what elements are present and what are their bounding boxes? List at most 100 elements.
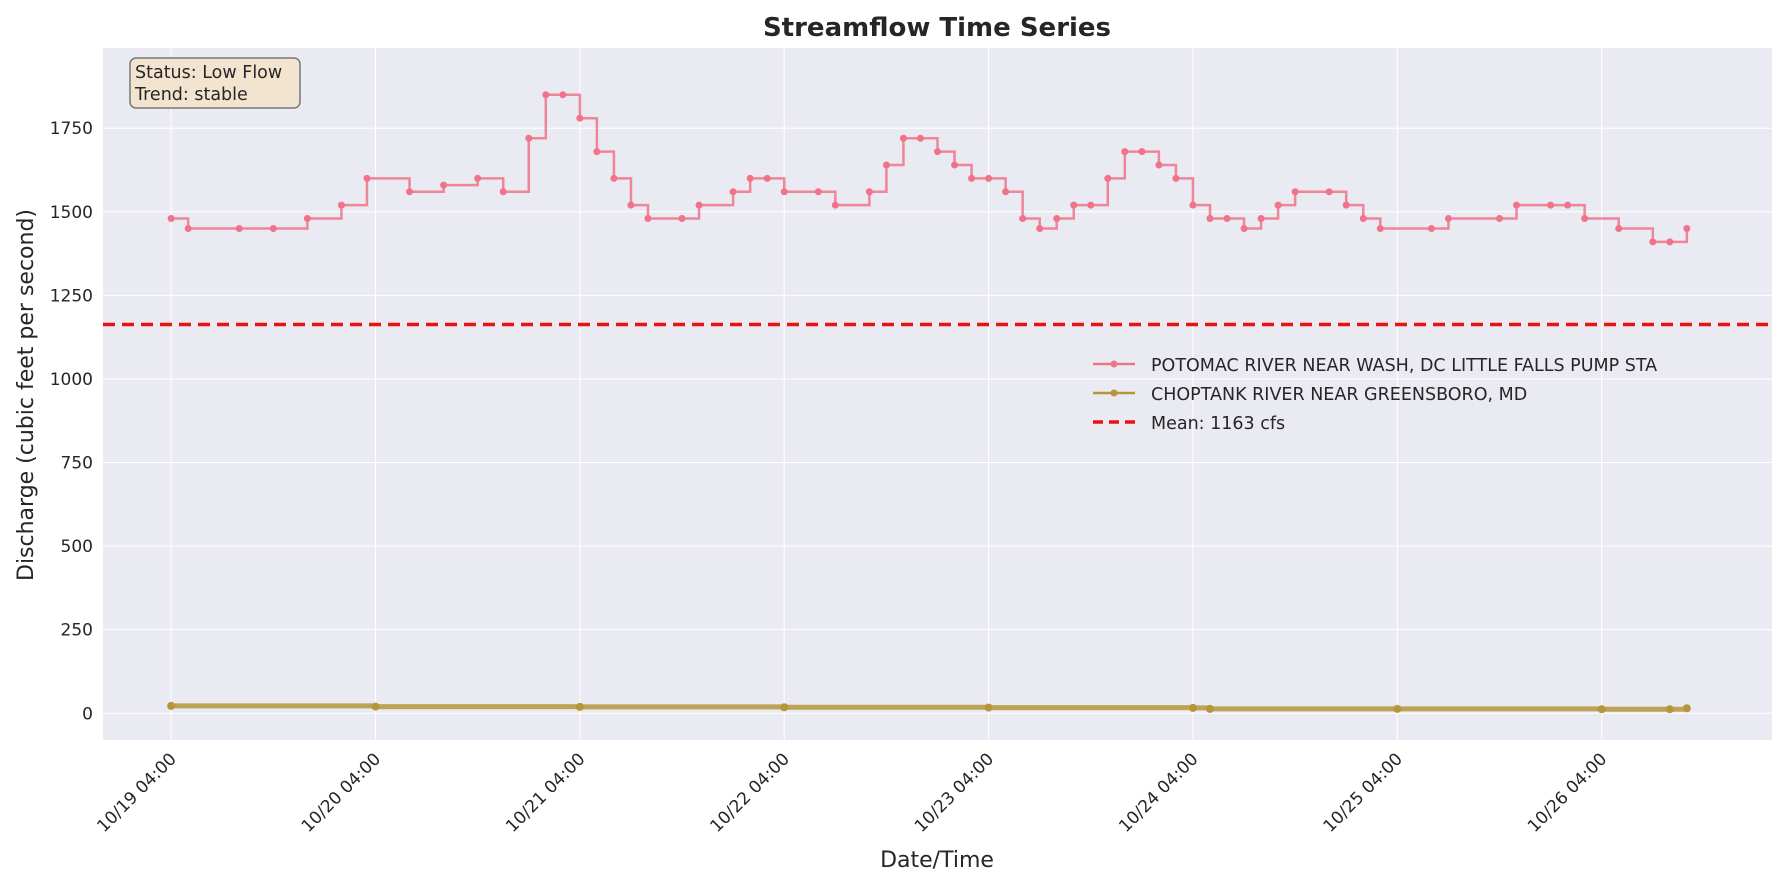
data-point-potomac (1121, 148, 1129, 156)
x-tick-label: 10/23 04:00 (911, 749, 998, 836)
legend-label-potomac: POTOMAC RIVER NEAR WASH, DC LITTLE FALLS… (1151, 356, 1657, 376)
data-point-potomac (951, 161, 959, 169)
data-point-potomac (780, 188, 788, 196)
data-point-choptank (1682, 704, 1691, 713)
data-point-potomac (985, 174, 993, 182)
data-point-potomac (167, 214, 175, 222)
data-point-potomac (1070, 201, 1078, 209)
data-point-choptank (371, 702, 380, 711)
y-tick-label: 1000 (50, 370, 93, 390)
data-point-potomac (406, 188, 414, 196)
legend-label-mean: Mean: 1163 cfs (1151, 414, 1285, 434)
x-tick-label: 10/25 04:00 (1320, 749, 1407, 836)
data-point-potomac (746, 174, 754, 182)
plot-area (103, 48, 1772, 740)
x-tick-label: 10/26 04:00 (1524, 749, 1611, 836)
data-point-potomac (1666, 238, 1674, 246)
trend-text: Trend: stable (134, 85, 248, 105)
data-point-potomac (695, 201, 703, 209)
y-tick-label: 250 (61, 621, 93, 641)
data-point-potomac (303, 214, 311, 222)
data-point-potomac (1547, 201, 1555, 209)
data-point-potomac (1036, 225, 1044, 233)
legend-label-choptank: CHOPTANK RIVER NEAR GREENSBORO, MD (1151, 385, 1527, 405)
legend-marker-potomac (1110, 360, 1118, 368)
y-axis-title: Discharge (cubic feet per second) (14, 209, 39, 581)
data-point-potomac (542, 91, 550, 99)
data-point-potomac (1427, 225, 1435, 233)
data-point-choptank (1393, 704, 1402, 713)
data-point-potomac (610, 174, 618, 182)
y-tick-label: 750 (61, 454, 93, 474)
data-point-potomac (627, 201, 635, 209)
data-point-choptank (167, 701, 176, 710)
data-point-potomac (525, 134, 533, 142)
data-point-potomac (499, 188, 507, 196)
data-point-potomac (763, 174, 771, 182)
data-point-potomac (1206, 214, 1214, 222)
series-line-potomac (171, 93, 1689, 244)
x-tick-label: 10/22 04:00 (707, 749, 794, 836)
data-point-potomac (337, 201, 345, 209)
data-point-choptank (575, 702, 584, 711)
data-point-potomac (1155, 161, 1163, 169)
data-point-potomac (1053, 214, 1061, 222)
data-point-potomac (269, 225, 277, 233)
data-point-potomac (1104, 174, 1112, 182)
status-annotation: Status: Low Flow Trend: stable (129, 57, 301, 109)
data-point-potomac (644, 214, 652, 222)
data-point-choptank (1188, 703, 1197, 712)
data-point-choptank (984, 703, 993, 712)
data-point-potomac (1019, 214, 1027, 222)
data-point-potomac (1325, 188, 1333, 196)
data-point-potomac (1376, 225, 1384, 233)
data-point-potomac (1564, 201, 1572, 209)
data-point-potomac (1683, 225, 1691, 233)
data-point-potomac (916, 134, 924, 142)
data-point-potomac (184, 225, 192, 233)
data-point-potomac (235, 225, 243, 233)
data-point-potomac (593, 148, 601, 156)
data-point-potomac (1257, 214, 1265, 222)
data-point-potomac (576, 114, 584, 122)
data-point-potomac (934, 148, 941, 156)
data-point-potomac (1342, 201, 1350, 209)
data-point-choptank (1665, 705, 1674, 714)
x-tick-label: 10/24 04:00 (1115, 749, 1202, 836)
data-point-potomac (1087, 201, 1095, 209)
data-point-potomac (899, 134, 907, 142)
y-tick-label: 1500 (50, 203, 93, 223)
chart-title: Streamflow Time Series (763, 13, 1111, 43)
data-point-potomac (865, 188, 873, 196)
y-tick-label: 1750 (50, 119, 93, 139)
data-point-choptank (1597, 705, 1606, 714)
x-tick-label: 10/19 04:00 (93, 749, 180, 836)
status-text: Status: Low Flow (135, 63, 282, 83)
data-point-potomac (1172, 174, 1180, 182)
x-axis-title: Date/Time (880, 848, 994, 873)
data-point-potomac (1513, 201, 1521, 209)
y-tick-label: 0 (82, 704, 93, 724)
data-point-potomac (968, 174, 976, 182)
data-point-potomac (1581, 214, 1589, 222)
data-point-potomac (1223, 214, 1231, 222)
data-point-choptank (780, 703, 789, 712)
data-point-potomac (1274, 201, 1282, 209)
data-point-potomac (814, 188, 822, 196)
status-box-background (129, 57, 301, 109)
data-point-potomac (1002, 188, 1010, 196)
data-point-potomac (1291, 188, 1299, 196)
data-point-potomac (1615, 225, 1623, 233)
data-point-potomac (559, 91, 567, 99)
y-tick-label: 500 (61, 537, 93, 557)
chart-legend: POTOMAC RIVER NEAR WASH, DC LITTLE FALLS… (1093, 356, 1657, 434)
data-point-potomac (440, 181, 448, 189)
legend-marker-choptank (1110, 389, 1118, 397)
data-point-potomac (1444, 214, 1452, 222)
data-point-potomac (882, 161, 890, 169)
y-tick-label: 1250 (50, 286, 93, 306)
data-point-potomac (729, 188, 737, 196)
x-tick-label: 10/20 04:00 (298, 749, 385, 836)
